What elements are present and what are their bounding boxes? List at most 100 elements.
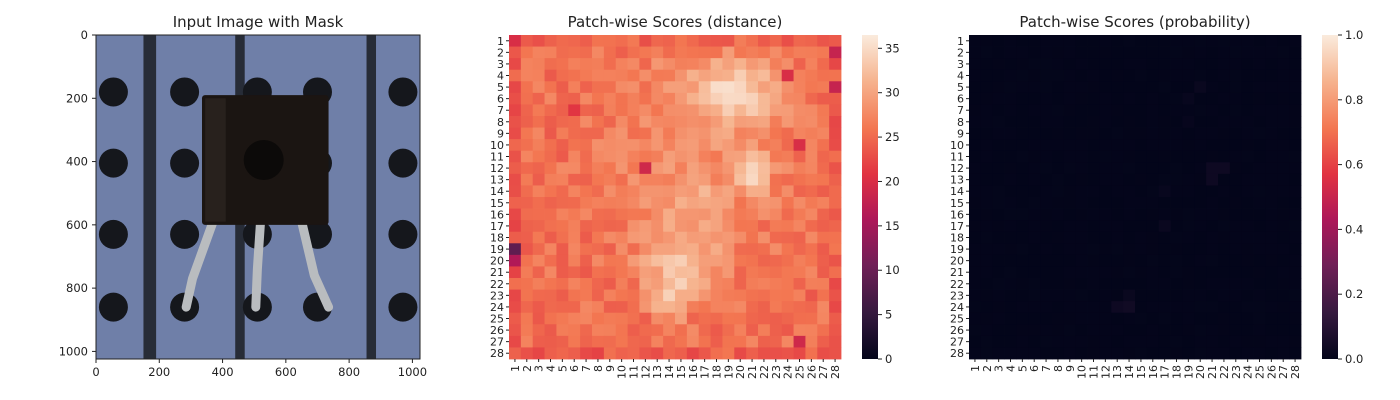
distance-cell (758, 46, 771, 59)
probability-cell (1099, 116, 1112, 128)
probability-cell (1206, 266, 1219, 279)
distance-cell (758, 69, 771, 82)
distance-cell (793, 324, 806, 337)
probability-cell (1111, 197, 1124, 209)
distance-cell (592, 116, 605, 128)
distance-cell (781, 335, 794, 348)
probability-cell (1229, 185, 1243, 198)
distance-cell (663, 92, 676, 105)
distance-cell (793, 335, 806, 348)
probability-cell (1182, 347, 1195, 360)
probability-cell (980, 347, 994, 360)
distance-cell (805, 231, 818, 244)
distance-cell (544, 301, 557, 314)
probability-cell (1146, 347, 1160, 360)
probability-row-label: 25 (950, 313, 964, 326)
distance-cell (698, 139, 711, 152)
distance-cell (580, 278, 593, 290)
distance-cell (520, 231, 534, 244)
distance-cell (639, 278, 652, 290)
probability-cell (1087, 208, 1100, 221)
probability-cell (1265, 81, 1278, 94)
distance-cell (734, 266, 747, 279)
distance-col-label: 25 (794, 365, 807, 379)
probability-cell (1289, 312, 1302, 325)
probability-cell (1206, 150, 1219, 163)
probability-cell (1028, 254, 1041, 267)
probability-cell (1028, 139, 1041, 152)
panel1-x-tick-label: 200 (148, 365, 170, 379)
probability-cell (1075, 173, 1088, 186)
probability-cell (1123, 139, 1136, 152)
probability-cell (1004, 347, 1017, 360)
probability-cell (1265, 266, 1278, 279)
probability-cell (1123, 81, 1136, 94)
probability-cell (1158, 81, 1171, 94)
distance-cell (615, 69, 628, 82)
probability-cell (1135, 324, 1148, 337)
probability-cell (1170, 69, 1183, 82)
probability-cell (1123, 197, 1136, 209)
distance-cell (722, 254, 735, 267)
distance-cell (592, 139, 605, 152)
distance-cell (675, 104, 688, 117)
distance-colorbar-gradient (862, 35, 878, 359)
probability-cell (1063, 81, 1077, 94)
probability-cell (1040, 92, 1053, 105)
probability-cell (1146, 208, 1160, 221)
panel-input-image: Input Image with Mask 0 200 400 600 800 1000 … (59, 13, 427, 379)
probability-cell (1158, 116, 1171, 128)
probability-cell (1004, 231, 1017, 244)
distance-cell (592, 254, 605, 267)
probability-cell (1170, 254, 1183, 267)
distance-cell (686, 139, 700, 152)
probability-cell (1075, 335, 1088, 348)
probability-cell (1135, 185, 1148, 198)
distance-cell (639, 104, 652, 117)
distance-cell (592, 289, 605, 302)
distance-cell (556, 289, 569, 302)
distance-cell (603, 324, 617, 337)
probability-cell (1099, 266, 1112, 279)
distance-cell (651, 139, 664, 152)
distance-cell (817, 69, 830, 82)
distance-cell (746, 301, 759, 314)
distance-cell (580, 150, 593, 163)
distance-cell (746, 162, 759, 175)
distance-cell (615, 92, 628, 105)
probability-cell (1052, 35, 1065, 47)
probability-cell (1111, 92, 1124, 105)
distance-cell (663, 312, 676, 325)
distance-cell (734, 278, 747, 290)
distance-cell (829, 231, 842, 244)
distance-cell (769, 324, 783, 337)
probability-cell (1253, 278, 1266, 290)
probability-cell (1111, 46, 1124, 59)
probability-cell (992, 324, 1005, 337)
probability-cell (1087, 104, 1100, 117)
probability-cell (1123, 127, 1136, 140)
distance-cell (603, 220, 617, 233)
distance-cell (829, 69, 842, 82)
probability-cell (1087, 312, 1100, 325)
distance-cell (793, 81, 806, 94)
distance-cell (544, 185, 557, 198)
distance-col-label: 24 (782, 365, 795, 379)
probability-cell (1052, 266, 1065, 279)
probability-cell (1146, 185, 1160, 198)
distance-cell (734, 58, 747, 71)
probability-cell (1265, 335, 1278, 348)
probability-cell (1170, 173, 1183, 186)
distance-cell (710, 139, 723, 152)
distance-col-labels: 1234567891011121314151617181920212223242… (509, 359, 842, 379)
probability-cell (1075, 46, 1088, 59)
probability-cell (1182, 208, 1195, 221)
probability-cell (1146, 127, 1160, 140)
distance-row-label: 3 (497, 58, 504, 71)
distance-cell (686, 301, 700, 314)
distance-cell (722, 127, 735, 140)
probability-cell (1182, 92, 1195, 105)
probability-cell (992, 220, 1005, 233)
distance-row-label: 9 (497, 127, 504, 140)
